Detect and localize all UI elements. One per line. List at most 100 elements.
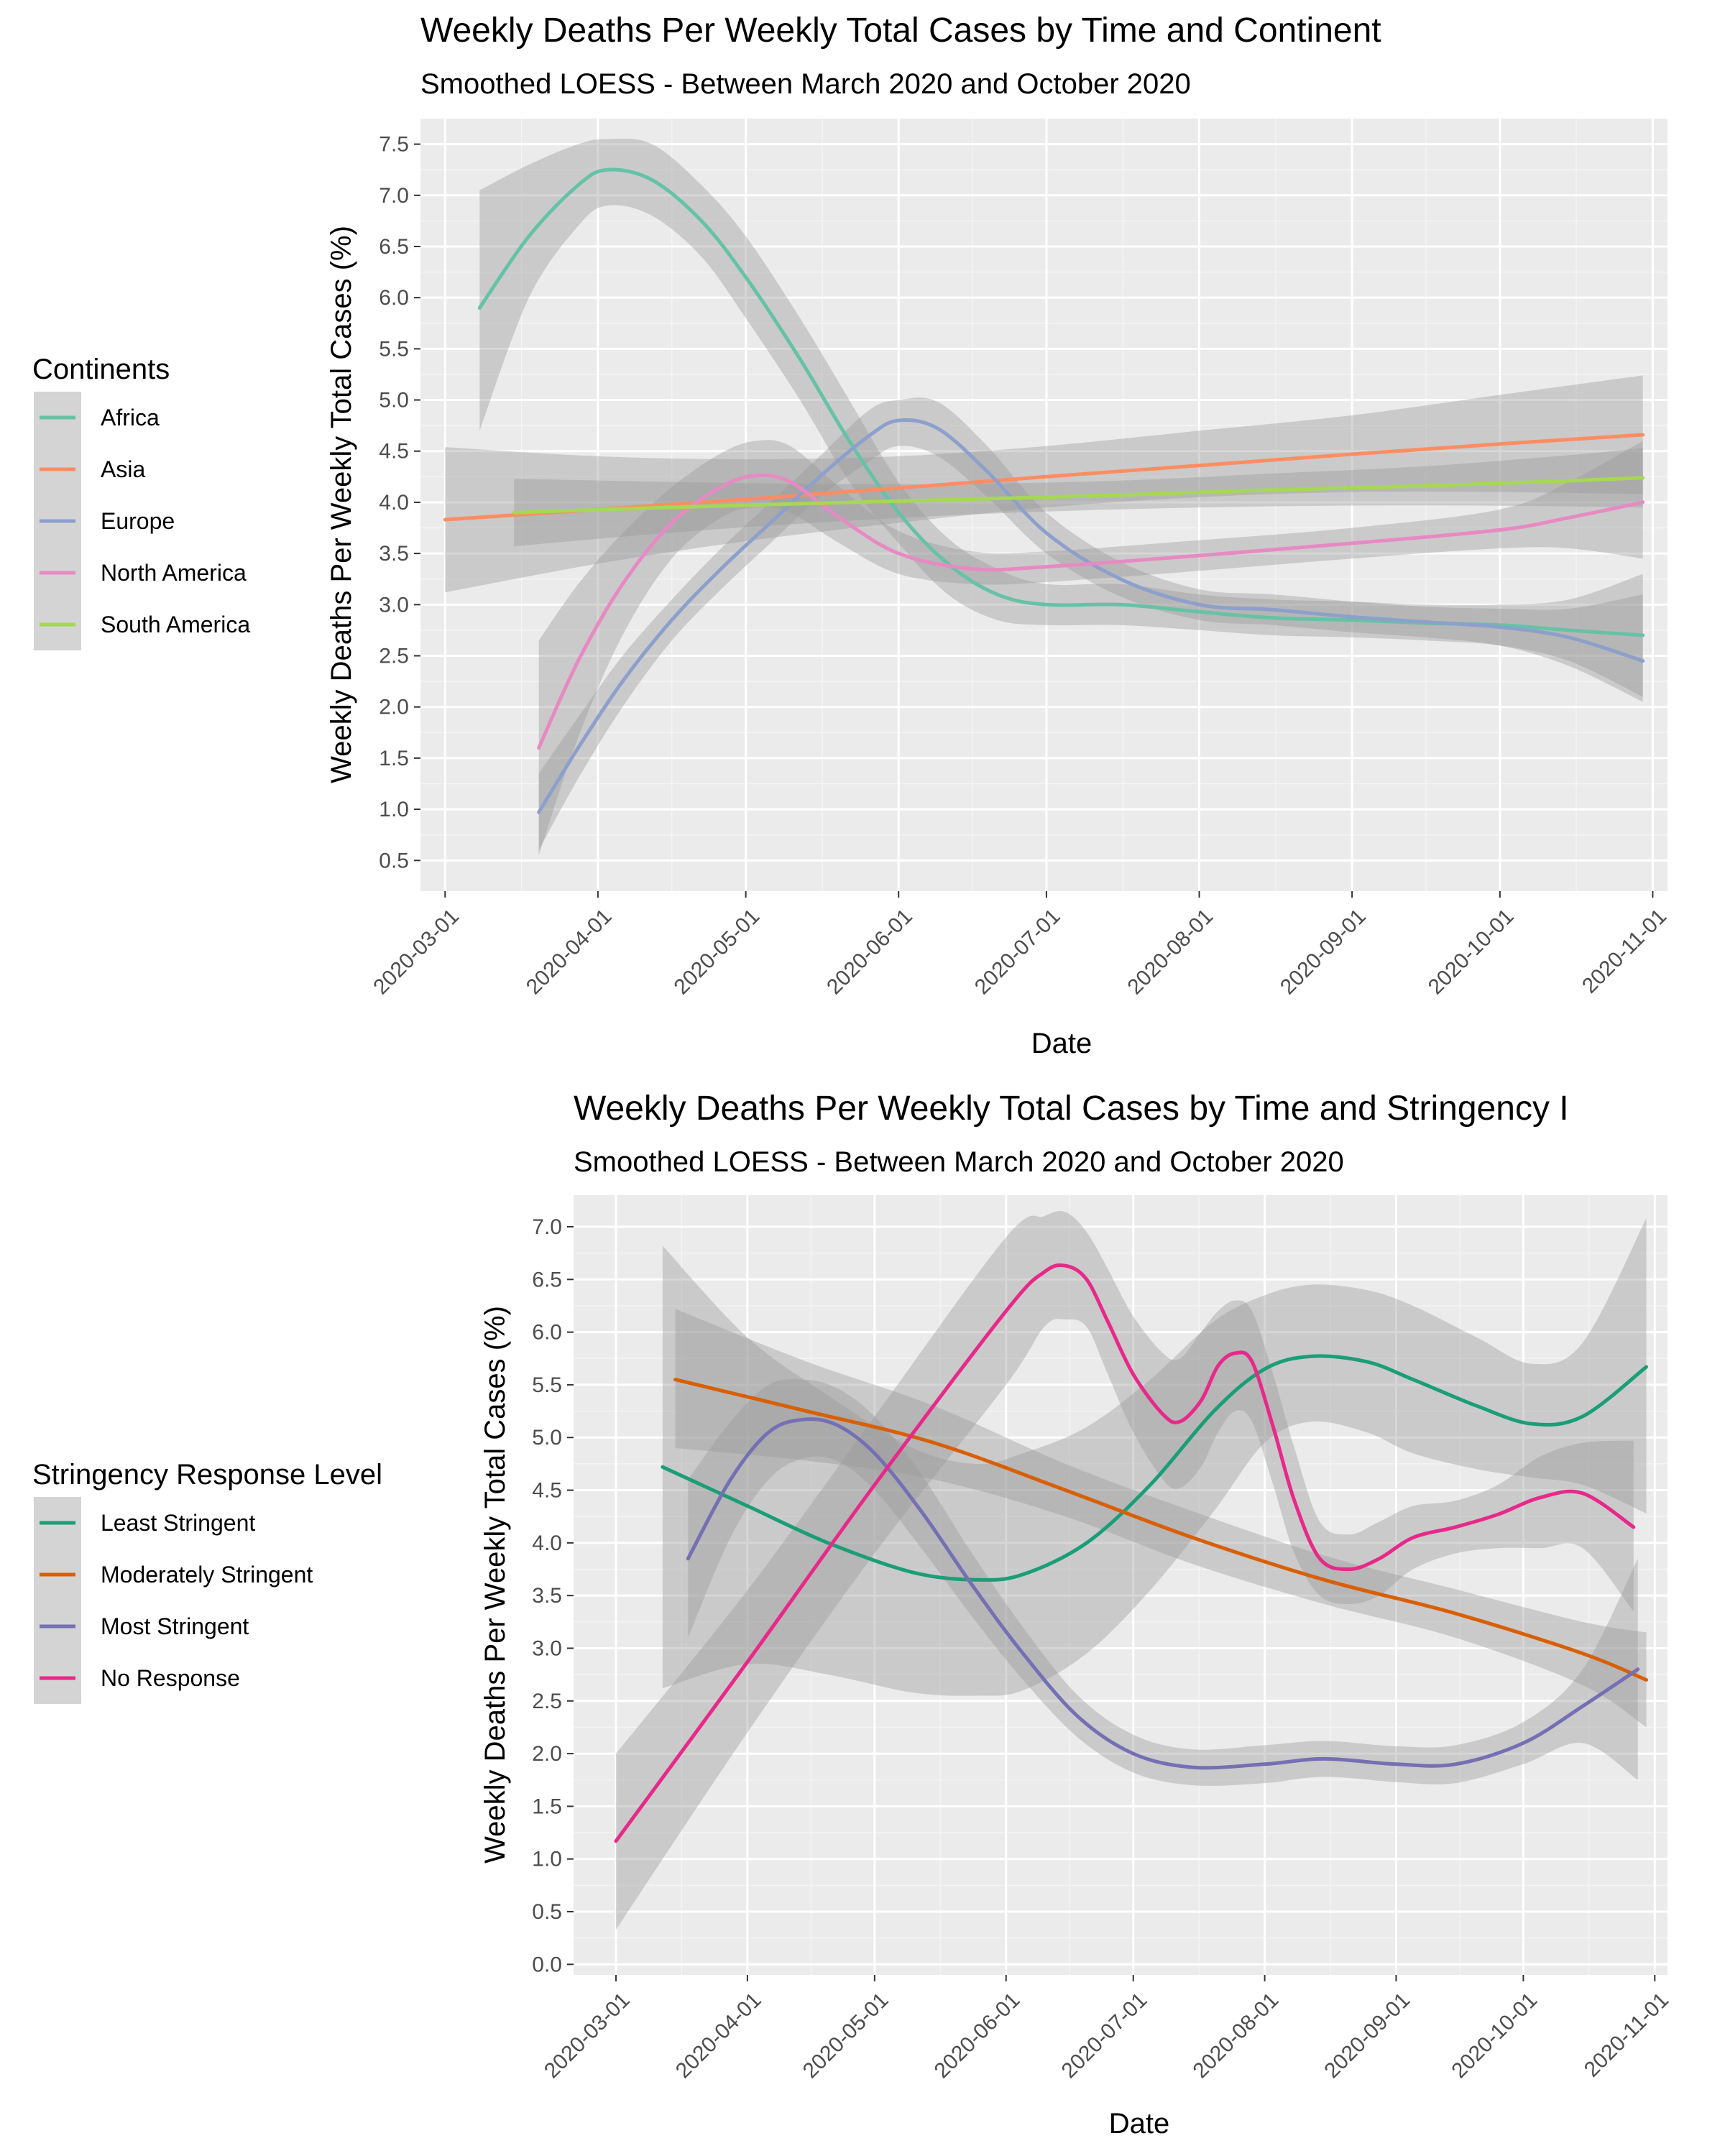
- x-tick-label: 2020-11-01: [1578, 904, 1671, 998]
- x-axis-title: Date: [1031, 1028, 1092, 1059]
- x-tick-label: 2020-08-01: [1123, 904, 1218, 999]
- series-line: [686, 1417, 1640, 1770]
- legend-title: Stringency Response Level: [32, 1459, 382, 1491]
- confidence-band: [675, 1309, 1647, 1728]
- x-tick-label: 2020-06-01: [822, 904, 917, 999]
- x-tick-label: 2020-05-01: [799, 1988, 893, 2083]
- legend-item: Least Stringent: [34, 1497, 255, 1549]
- y-axis-ticks: 0.0 0.5 1.0 1.5 2.0 2.5 3.0 3.5 4.0 4.5 5.0 5.5 6.0 6…: [532, 1215, 574, 1976]
- legend-item: Europe: [34, 495, 175, 547]
- gridlines: [420, 119, 1668, 891]
- legend-item: Africa: [34, 392, 160, 443]
- series-line: [614, 1263, 1636, 1843]
- y-tick-label: 5.5: [379, 337, 409, 361]
- x-tick-label: 2020-09-01: [1320, 1988, 1414, 2083]
- y-tick-label: 3.0: [379, 593, 409, 617]
- legend-item: Most Stringent: [34, 1600, 249, 1652]
- series-line: [661, 1354, 1648, 1582]
- confidence-band: [538, 440, 1643, 856]
- series-line: [537, 418, 1645, 814]
- legend-label: No Response: [101, 1665, 240, 1691]
- x-tick-label: 2020-10-01: [1424, 904, 1519, 999]
- x-tick-label: 2020-07-01: [1057, 1988, 1152, 2083]
- x-tick-label: 2020-07-01: [970, 904, 1065, 999]
- legend-items: Africa Asia Europe North America South Ameri…: [34, 392, 250, 650]
- legend-item: No Response: [34, 1652, 240, 1704]
- x-tick-label: 2020-04-01: [671, 1988, 766, 2083]
- chart-title: Weekly Deaths Per Weekly Total Cases by …: [574, 1089, 1569, 1128]
- x-tick-label: 2020-05-01: [670, 904, 765, 999]
- chart-subtitle: Smoothed LOESS - Between March 2020 and …: [420, 68, 1191, 100]
- legend-items: Least Stringent Moderately Stringent Most …: [34, 1497, 313, 1704]
- y-tick-label: 0.0: [532, 1953, 562, 1976]
- legend-label: Least Stringent: [101, 1510, 255, 1536]
- y-tick-label: 0.5: [379, 849, 409, 872]
- chart-title: Weekly Deaths Per Weekly Total Cases by …: [420, 11, 1381, 50]
- legend-label: Asia: [101, 456, 145, 482]
- y-axis-ticks: 0.5 1.0 1.5 2.0 2.5 3.0 3.5 4.0 4.5 5.0 5.5 6.0 6.5 7…: [379, 133, 420, 872]
- confidence-band: [662, 1218, 1647, 1696]
- series-lines: [443, 167, 1645, 814]
- y-tick-label: 0.5: [532, 1900, 562, 1924]
- confidence-band: [479, 138, 1643, 697]
- y-tick-label: 6.5: [532, 1268, 562, 1291]
- x-tick-label: 2020-03-01: [369, 904, 464, 999]
- legend: Continents Africa Asia Europe North America…: [32, 354, 250, 650]
- x-tick-label: 2020-03-01: [540, 1988, 635, 2083]
- legend-item: South America: [34, 599, 250, 650]
- series-line: [512, 476, 1645, 515]
- confidence-band: [688, 1379, 1638, 1786]
- legend-title: Continents: [32, 354, 170, 385]
- legend-label: Africa: [101, 405, 160, 430]
- x-tick-label: 2020-09-01: [1276, 904, 1371, 999]
- y-tick-label: 3.5: [379, 542, 409, 566]
- series-line: [443, 433, 1645, 522]
- y-tick-label: 1.0: [379, 798, 409, 821]
- y-tick-label: 4.5: [532, 1479, 562, 1503]
- legend-item: Asia: [34, 443, 145, 495]
- x-tick-label: 2020-06-01: [930, 1988, 1025, 2083]
- y-tick-label: 4.5: [379, 440, 409, 464]
- y-tick-label: 2.5: [532, 1690, 562, 1713]
- y-tick-label: 7.0: [532, 1215, 562, 1239]
- legend-label: Most Stringent: [101, 1613, 249, 1639]
- y-tick-label: 4.0: [532, 1531, 562, 1555]
- y-tick-label: 6.5: [379, 235, 409, 259]
- y-axis-title: Weekly Deaths Per Weekly Total Cases (%): [479, 1306, 511, 1864]
- x-tick-label: 2020-08-01: [1189, 1988, 1284, 2083]
- gridlines: [574, 1195, 1668, 1975]
- confidence-band: [445, 375, 1643, 593]
- x-axis-title: Date: [1109, 2108, 1170, 2139]
- y-tick-label: 5.5: [532, 1373, 562, 1397]
- legend-label: Europe: [101, 508, 175, 534]
- y-tick-label: 3.0: [532, 1636, 562, 1660]
- chart-panel-stringency: Weekly Deaths Per Weekly Total Cases by …: [32, 1089, 1673, 2139]
- x-tick-label: 2020-10-01: [1447, 1988, 1542, 2083]
- chart-panel-continents: Weekly Deaths Per Weekly Total Cases by …: [32, 11, 1671, 1059]
- legend: Stringency Response Level Least Stringen…: [32, 1459, 382, 1704]
- y-tick-label: 1.5: [379, 747, 409, 770]
- y-tick-label: 7.5: [379, 133, 409, 157]
- y-tick-label: 2.0: [532, 1742, 562, 1766]
- y-tick-label: 7.0: [379, 184, 409, 208]
- legend-label: North America: [101, 560, 247, 586]
- y-tick-label: 1.5: [532, 1795, 562, 1818]
- series-line: [537, 473, 1645, 750]
- legend-label: South America: [101, 612, 250, 637]
- legend-item: Moderately Stringent: [34, 1549, 313, 1600]
- y-tick-label: 5.0: [379, 389, 409, 413]
- chart-subtitle: Smoothed LOESS - Between March 2020 and …: [574, 1146, 1344, 1178]
- legend-label: Moderately Stringent: [101, 1562, 313, 1588]
- y-tick-label: 6.0: [532, 1321, 562, 1345]
- x-axis-ticks: 2020-03-01 2020-04-01 2020-05-01 2020-06-01…: [369, 891, 1671, 999]
- y-tick-label: 3.5: [532, 1584, 562, 1608]
- y-tick-label: 2.0: [379, 696, 409, 719]
- y-tick-label: 6.0: [379, 286, 409, 310]
- x-axis-ticks: 2020-03-01 2020-04-01 2020-05-01 2020-06-01…: [540, 1975, 1673, 2083]
- series-line: [673, 1378, 1648, 1682]
- y-axis-title: Weekly Deaths Per Weekly Total Cases (%): [326, 226, 357, 783]
- x-tick-label: 2020-04-01: [522, 904, 617, 999]
- legend-item: North America: [34, 547, 247, 599]
- y-tick-label: 4.0: [379, 491, 409, 515]
